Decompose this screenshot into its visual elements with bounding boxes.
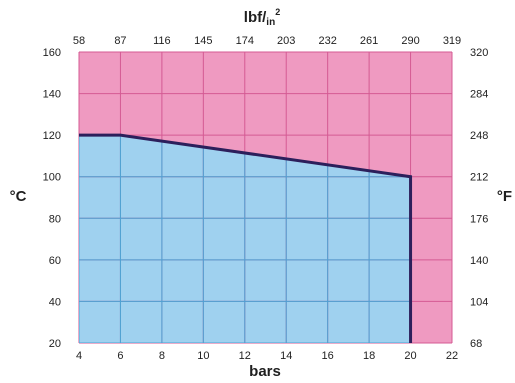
- top-axis-tick-58: 58: [73, 35, 85, 47]
- top-axis-tick-203: 203: [277, 35, 295, 47]
- bottom-axis-tick-20: 20: [404, 350, 416, 362]
- right-axis-tick-212: 212: [470, 172, 488, 184]
- right-axis-tick-140: 140: [470, 255, 488, 267]
- top-axis-tick-145: 145: [194, 35, 212, 47]
- top-axis-tick-116: 116: [153, 35, 171, 47]
- top-axis-title: lbf/in2: [244, 7, 280, 28]
- left-axis-tick-160: 160: [43, 47, 61, 59]
- right-axis-tick-104: 104: [470, 296, 488, 308]
- top-axis-tick-232: 232: [318, 35, 336, 47]
- top-axis-title-main: lbf/: [244, 9, 267, 26]
- plot-area: [78, 51, 453, 344]
- bottom-axis-tick-16: 16: [322, 350, 334, 362]
- top-axis-title-sup: 2: [275, 7, 280, 17]
- left-axis-tick-100: 100: [43, 172, 61, 184]
- right-axis-tick-176: 176: [470, 213, 488, 225]
- bottom-axis-tick-8: 8: [159, 350, 165, 362]
- blue-grid: [79, 135, 411, 343]
- bottom-axis-tick-14: 14: [280, 350, 292, 362]
- left-axis-tick-60: 60: [49, 255, 61, 267]
- left-axis-tick-40: 40: [49, 296, 61, 308]
- top-axis-tick-319: 319: [443, 35, 461, 47]
- left-axis-tick-20: 20: [49, 338, 61, 350]
- right-axis-tick-248: 248: [470, 130, 488, 142]
- top-axis-tick-174: 174: [236, 35, 254, 47]
- top-axis-title-sub: in: [266, 17, 275, 28]
- bottom-axis-tick-4: 4: [76, 350, 82, 362]
- right-axis-tick-320: 320: [470, 47, 488, 59]
- left-axis-tick-140: 140: [43, 89, 61, 101]
- top-axis-tick-290: 290: [401, 35, 419, 47]
- bottom-axis-tick-6: 6: [117, 350, 123, 362]
- right-axis-title: °F: [497, 188, 512, 205]
- top-axis-tick-261: 261: [360, 35, 378, 47]
- right-axis-tick-68: 68: [470, 338, 482, 350]
- bottom-axis-tick-18: 18: [363, 350, 375, 362]
- left-axis-tick-80: 80: [49, 213, 61, 225]
- bottom-axis-title: bars: [249, 363, 281, 380]
- bottom-axis-tick-10: 10: [197, 350, 209, 362]
- top-axis-tick-87: 87: [114, 35, 126, 47]
- left-axis-tick-120: 120: [43, 130, 61, 142]
- left-axis-title: °C: [10, 188, 27, 205]
- bottom-axis-tick-22: 22: [446, 350, 458, 362]
- bottom-axis-tick-12: 12: [239, 350, 251, 362]
- operating-boundary-line: [79, 133, 413, 343]
- right-axis-tick-284: 284: [470, 89, 488, 101]
